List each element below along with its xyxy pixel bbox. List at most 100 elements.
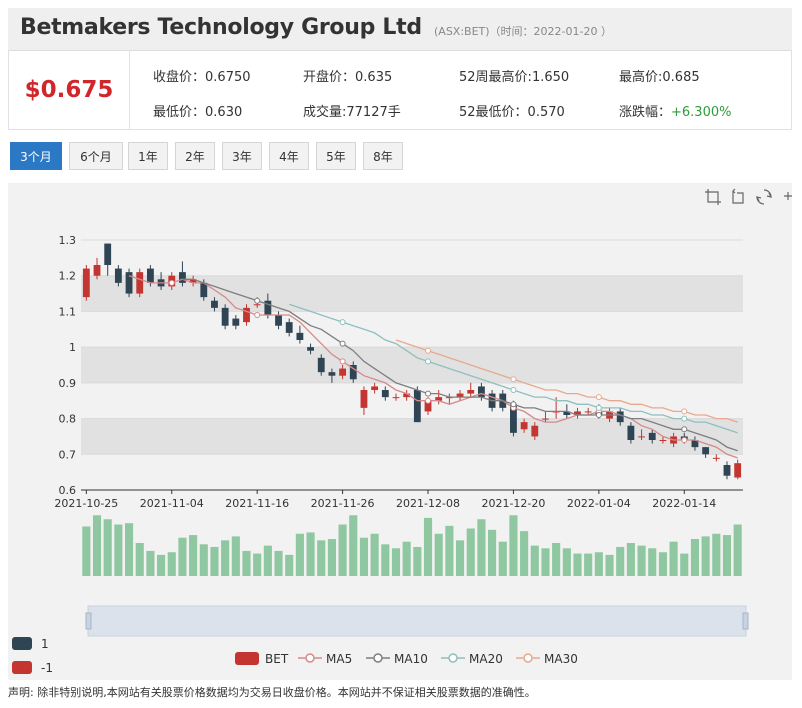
candle-body xyxy=(371,386,379,390)
candle-body xyxy=(648,432,656,440)
volume-bar xyxy=(359,537,369,576)
candlestick[interactable] xyxy=(520,418,528,433)
candlestick[interactable] xyxy=(296,325,304,344)
candlestick[interactable] xyxy=(467,382,475,398)
volume-bar xyxy=(584,553,593,576)
candlestick[interactable] xyxy=(328,368,336,383)
ma30-marker xyxy=(681,408,688,415)
candlestick[interactable] xyxy=(403,390,411,401)
volume-bar xyxy=(124,523,134,576)
candlestick[interactable] xyxy=(221,304,229,330)
candlestick[interactable] xyxy=(648,429,656,444)
legend-label-1: 1 xyxy=(41,637,49,651)
range-1y-button[interactable]: 1年 xyxy=(128,142,168,170)
legend-ma10[interactable]: MA10 xyxy=(394,652,428,666)
legend-ma20-swatch[interactable] xyxy=(441,653,465,663)
close-value: 0.6750 xyxy=(205,70,251,85)
candlestick[interactable] xyxy=(317,354,325,376)
volume-bar xyxy=(498,541,507,576)
ma5-marker xyxy=(254,312,261,318)
candlestick[interactable] xyxy=(456,390,464,401)
volume-label: 成交量: xyxy=(303,105,347,120)
candlestick[interactable] xyxy=(189,275,197,287)
save-icon[interactable] xyxy=(784,192,792,200)
candlestick[interactable] xyxy=(381,386,389,401)
candlestick[interactable] xyxy=(616,407,624,426)
candlestick[interactable] xyxy=(179,261,186,287)
candlestick[interactable] xyxy=(542,411,549,423)
candle-body xyxy=(232,318,240,326)
candlestick[interactable] xyxy=(243,304,250,326)
zoom-handle-left[interactable] xyxy=(85,612,92,630)
candlestick[interactable] xyxy=(702,447,710,458)
candlestick[interactable] xyxy=(723,461,731,480)
legend-ma10-swatch[interactable] xyxy=(366,653,390,663)
series-legend[interactable]: BET MA5 MA10 MA20 MA30 xyxy=(235,652,578,666)
candlestick[interactable] xyxy=(392,393,400,401)
volume-bar xyxy=(637,545,646,576)
legend-ma5-swatch[interactable] xyxy=(298,653,322,663)
high52-label: 52周最高价: xyxy=(459,70,532,85)
range-6m-button[interactable]: 6个月 xyxy=(69,142,123,170)
candlestick[interactable] xyxy=(638,429,645,440)
candle-body xyxy=(702,447,710,455)
candlestick[interactable] xyxy=(435,390,443,405)
legend-bet-swatch[interactable] xyxy=(235,652,259,665)
candlestick[interactable] xyxy=(360,386,368,415)
range-4y-button[interactable]: 4年 xyxy=(269,142,309,170)
ma10-marker xyxy=(595,412,602,418)
candle-body xyxy=(510,404,517,433)
zoom-reset-icon[interactable] xyxy=(732,188,744,204)
candlestick[interactable] xyxy=(531,422,539,440)
volume-bar xyxy=(552,543,561,576)
candlestick[interactable] xyxy=(712,454,720,462)
candlestick[interactable] xyxy=(307,343,314,355)
candlestick[interactable] xyxy=(93,257,101,280)
legend-ma30-swatch[interactable] xyxy=(516,653,540,663)
range-2y-button[interactable]: 2年 xyxy=(175,142,215,170)
candle-body xyxy=(328,372,336,376)
candlestick[interactable] xyxy=(627,422,635,444)
range-3m-button[interactable]: 3个月 xyxy=(10,142,62,170)
x-tick-label: 2021-12-08 xyxy=(396,497,460,510)
candlestick[interactable] xyxy=(136,268,144,298)
candlestick[interactable] xyxy=(104,243,112,276)
candlestick[interactable] xyxy=(339,365,347,380)
legend-ma20[interactable]: MA20 xyxy=(469,652,503,666)
zoom-handle-right[interactable] xyxy=(742,612,749,630)
ma20-marker xyxy=(339,319,346,326)
candlestick[interactable] xyxy=(691,436,699,451)
ma5-marker xyxy=(425,397,432,404)
volume-bar xyxy=(466,528,475,576)
range-5y-button[interactable]: 5年 xyxy=(316,142,356,170)
range-8y-button[interactable]: 8年 xyxy=(363,142,403,170)
stock-chart[interactable]: 0.6 0.7 0.8 0.9 1 1.1 1.2 1.3 2021-10-25 2021-11… xyxy=(8,183,792,680)
legend-ma5[interactable]: MA5 xyxy=(326,652,352,666)
low-label: 最低价： xyxy=(153,105,206,120)
range-3y-button[interactable]: 3年 xyxy=(222,142,262,170)
chart-area: 0.6 0.7 0.8 0.9 1 1.1 1.2 1.3 2021-10-25 2021-11… xyxy=(8,183,792,680)
legend-ma30[interactable]: MA30 xyxy=(544,652,578,666)
candlestick[interactable] xyxy=(285,318,293,337)
volume-bar xyxy=(648,548,657,576)
candlestick[interactable] xyxy=(211,297,218,312)
legend-label-neg1: -1 xyxy=(41,661,53,675)
candlestick[interactable] xyxy=(574,407,581,419)
candlestick[interactable] xyxy=(82,265,90,301)
candlestick[interactable] xyxy=(659,436,667,444)
candlestick[interactable] xyxy=(584,407,592,415)
zoom-slider[interactable] xyxy=(85,605,749,637)
candlestick[interactable] xyxy=(734,459,742,480)
volume-bar xyxy=(285,554,294,576)
legend-bet[interactable]: BET xyxy=(265,652,289,666)
candlestick[interactable] xyxy=(413,386,421,423)
candlestick[interactable] xyxy=(371,382,379,394)
candlestick[interactable] xyxy=(232,315,240,330)
candle-body xyxy=(179,272,186,283)
restore-icon[interactable] xyxy=(755,189,773,205)
candlestick[interactable] xyxy=(349,361,357,383)
zoom-icon[interactable] xyxy=(705,189,721,205)
x-tick-label: 2021-10-25 xyxy=(54,497,118,510)
candlestick[interactable] xyxy=(125,268,133,298)
candlestick[interactable] xyxy=(114,265,122,287)
